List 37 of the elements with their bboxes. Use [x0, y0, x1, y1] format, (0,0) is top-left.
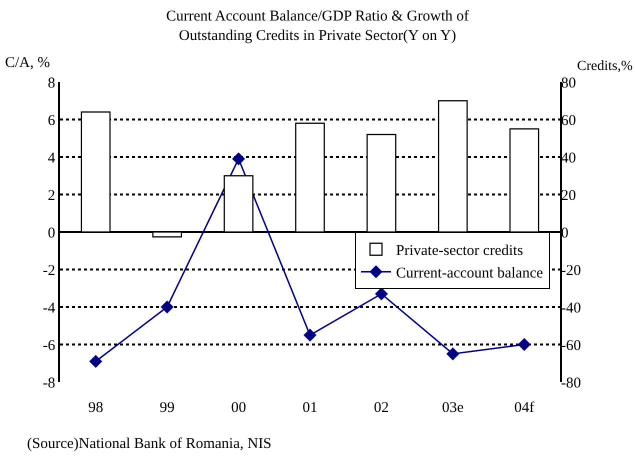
y2-tick-label: 60	[561, 112, 576, 129]
y2-tick-label: 40	[561, 150, 576, 166]
point	[518, 338, 531, 351]
x-tick-label: 00	[231, 400, 246, 416]
x-tick-label: 04f	[514, 400, 534, 416]
chart-title: Current Account Balance/GDP Ratio & Growth of Outstanding Credits in Private Sector(Y on Y)	[166, 8, 469, 44]
legend-label: Private-sector credits	[396, 243, 524, 260]
point	[89, 354, 102, 368]
legend-label: Current-account balance	[396, 266, 544, 282]
y-tick-label: -6	[42, 338, 56, 354]
point	[160, 300, 174, 314]
y2-tick-label: -80	[561, 375, 581, 392]
point	[446, 347, 460, 360]
y2-axis-title: Credits,%	[577, 59, 633, 74]
x-tick-label: 03e	[442, 400, 464, 416]
x-tick-label: 02	[374, 400, 389, 416]
x-tick-label: 98	[88, 400, 104, 416]
y-tick-label: -2	[42, 262, 56, 279]
y-tick-label: 8	[48, 75, 56, 92]
y2-tick-label: -40	[561, 300, 581, 316]
y-tick-label: 2	[48, 188, 56, 204]
y-tick-label: 0	[48, 225, 56, 242]
y2-tick-label: -20	[561, 262, 581, 279]
point	[374, 287, 388, 300]
text: (Source)National Bank of Romania, NIS	[27, 436, 272, 452]
y-tick-label: 4	[48, 150, 56, 166]
x-tick-label: 01	[302, 400, 318, 416]
y-tick-label: 6	[48, 112, 56, 129]
y2-tick-label: -60	[561, 338, 581, 354]
point	[232, 152, 246, 166]
point	[304, 328, 316, 342]
y-tick-label: -4	[42, 300, 56, 316]
y2-tick-label: 80	[561, 75, 576, 92]
y2-tick-label: 20	[561, 188, 576, 204]
x-tick-label: 99	[160, 400, 175, 416]
y-tick-label: -8	[42, 375, 56, 392]
y-axis-title: C/A, %	[5, 55, 50, 71]
